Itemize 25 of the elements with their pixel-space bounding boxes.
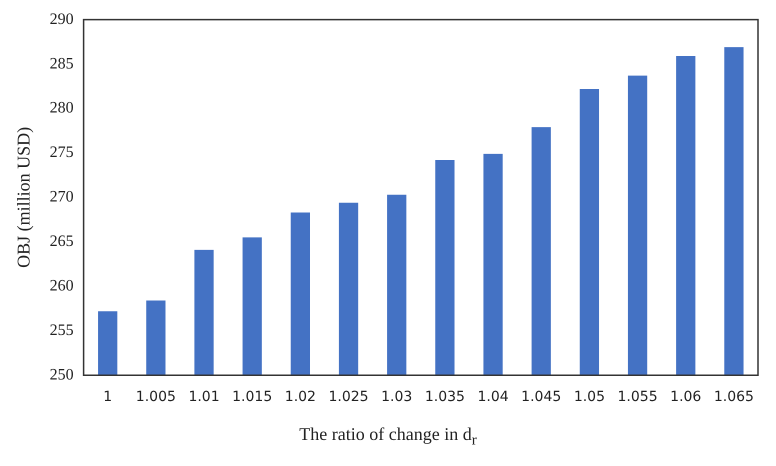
y-tick-label: 270 — [50, 188, 74, 206]
y-tick-label: 265 — [50, 233, 74, 250]
y-tick-label: 285 — [50, 55, 74, 72]
y-tick-label: 250 — [50, 366, 74, 384]
x-tick-label: 1.065 — [714, 389, 754, 406]
x-tick-label: 1.02 — [284, 389, 316, 406]
x-tick-label: 1.035 — [424, 389, 465, 406]
x-tick-label: 1.04 — [477, 389, 509, 406]
y-tick-label: 290 — [50, 10, 74, 28]
x-tick-label: 1.03 — [381, 389, 412, 406]
x-tick-label: 1.025 — [328, 389, 369, 406]
y-tick-label: 255 — [50, 322, 74, 339]
x-tick-label: 1.01 — [188, 389, 220, 406]
x-tick-label: 1.055 — [618, 389, 658, 406]
x-tick-label: 1.015 — [232, 389, 272, 406]
x-tick-label: 1.05 — [574, 389, 605, 406]
x-tick-label: 1.005 — [136, 389, 176, 406]
x-tick-label: 1.06 — [670, 389, 702, 406]
y-axis-title: OBJ (million USD) — [14, 126, 34, 268]
y-tick-label: 260 — [50, 278, 74, 295]
x-tick-label: 1 — [103, 389, 112, 406]
x-axis-title: The ratio of change in d$_{r}$ — [298, 424, 478, 450]
y-tick-label: 275 — [50, 144, 74, 162]
x-tick-label: 1.045 — [521, 389, 562, 406]
y-tick-label: 280 — [50, 100, 74, 117]
